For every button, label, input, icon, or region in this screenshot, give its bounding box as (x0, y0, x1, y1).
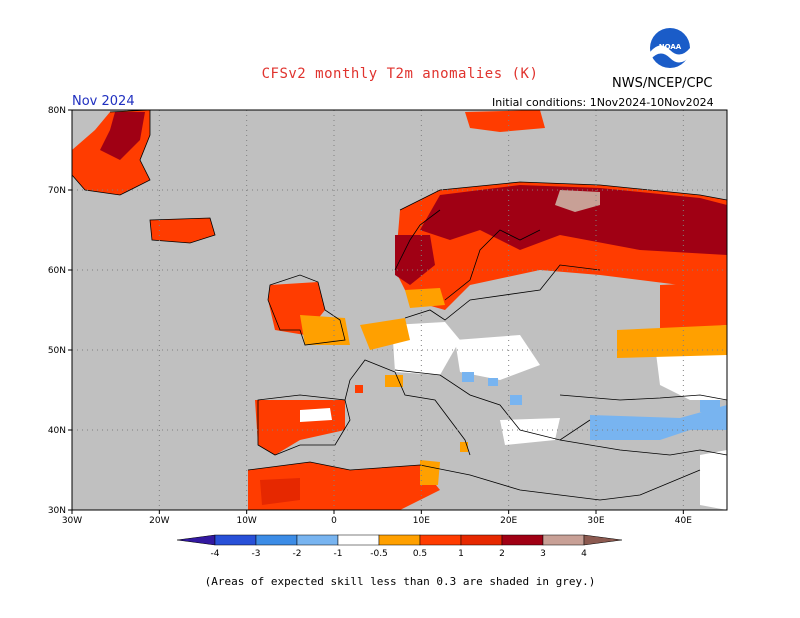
initial-conditions-label: Initial conditions: 1Nov2024-10Nov2024 (492, 96, 714, 109)
colorbar-label: -0.5 (370, 549, 388, 559)
lat-tick-label: 30N (48, 506, 66, 516)
colorbar-segment (255, 534, 298, 546)
colorbar-label: -3 (252, 549, 261, 559)
lon-tick-label: 40E (675, 516, 692, 526)
lat-tick-label: 70N (48, 186, 66, 196)
lon-tick-label: 10W (236, 516, 256, 526)
noaa-logo-text: NOAA (659, 43, 682, 51)
org-label: NWS/NCEP/CPC (612, 76, 713, 91)
coastlines (71, 109, 728, 501)
colorbar-segment (214, 534, 257, 546)
anomaly-patches (72, 110, 727, 510)
colorbar-label: 1 (458, 549, 464, 559)
lon-tick-label: 20E (500, 516, 517, 526)
colorbar-label: 2 (499, 549, 505, 559)
lat-tick-label: 60N (48, 266, 66, 276)
colorbar-arrow-low (176, 534, 216, 546)
colorbar-segment (378, 534, 421, 546)
valid-month-label: Nov 2024 (72, 94, 135, 109)
colorbar-arrow-high (583, 534, 623, 546)
map-border (71, 109, 728, 511)
negative-patches (462, 372, 727, 440)
colorbar-label: -2 (293, 549, 302, 559)
lon-tick-label: 0 (331, 516, 337, 526)
colorbar-label: -1 (334, 549, 343, 559)
colorbar-segment (419, 534, 462, 546)
land-white-areas (392, 322, 727, 510)
lon-tick-label: 30E (587, 516, 604, 526)
colorbar-segment (501, 534, 544, 546)
map-title: CFSv2 monthly T2m anomalies (K) (261, 66, 539, 82)
lat-tick-label: 40N (48, 426, 66, 436)
colorbar-label: 0.5 (413, 549, 427, 559)
skill-footnote: (Areas of expected skill less than 0.3 a… (204, 575, 596, 588)
colorbar: -4 -3 -2 -1 -0.5 0.5 1 2 3 4 (176, 534, 623, 559)
axis-labels: 30W 20W 10W 0 10E 20E 30E 40E 30N 40N 50N 60N 70N 80N (48, 106, 692, 526)
colorbar-segment (296, 534, 339, 546)
colorbar-label: -4 (211, 549, 220, 559)
lat-tick-label: 50N (48, 346, 66, 356)
noaa-logo: NOAA (650, 28, 690, 68)
lon-tick-label: 10E (413, 516, 430, 526)
colorbar-label: 4 (581, 549, 587, 559)
lat-tick-label: 80N (48, 106, 66, 116)
colorbar-segment (460, 534, 503, 546)
lon-tick-label: 30W (62, 516, 82, 526)
colorbar-label: 3 (540, 549, 546, 559)
colorbar-segment (542, 534, 585, 546)
map-background (72, 110, 727, 510)
graticule (72, 110, 727, 510)
colorbar-segment (337, 534, 380, 546)
lon-tick-label: 20W (149, 516, 169, 526)
